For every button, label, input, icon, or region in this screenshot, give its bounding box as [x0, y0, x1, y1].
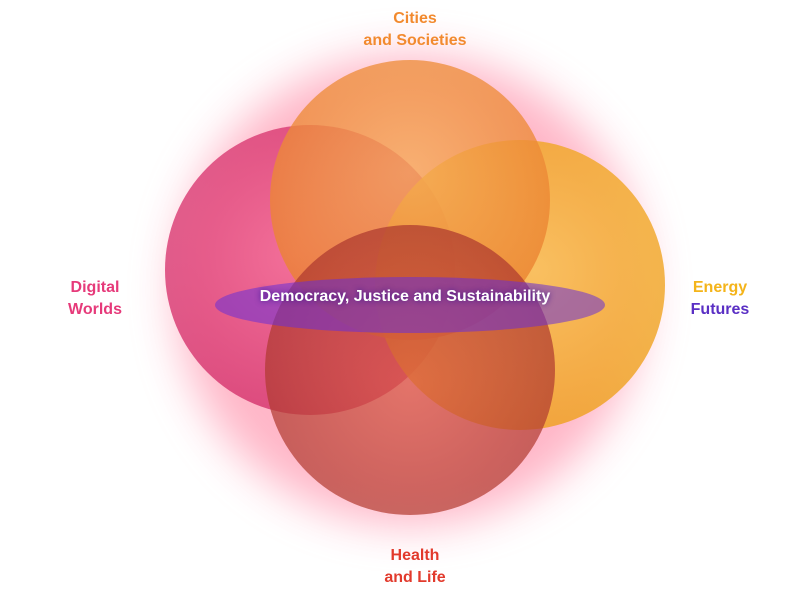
label-health-line2: and Life	[384, 569, 446, 586]
label-cities-line2: and Societies	[363, 32, 467, 49]
center-accent	[215, 277, 605, 333]
label-digital-worlds: Digital Worlds	[40, 277, 150, 321]
label-digital-line1: Digital	[70, 279, 120, 296]
label-cities-line1: Cities	[393, 10, 437, 27]
label-energy-line2: Futures	[690, 301, 750, 318]
label-digital-line2: Worlds	[68, 301, 122, 318]
label-energy-line1: Energy	[692, 279, 748, 296]
label-energy-futures: Energy Futures	[660, 277, 780, 321]
label-health-and-life: Health and Life	[330, 545, 500, 589]
label-health-line1: Health	[390, 547, 440, 564]
label-cities-and-societies: Cities and Societies	[330, 8, 500, 52]
circle-health-life	[265, 225, 555, 515]
center-label: Democracy, Justice and Sustainability	[259, 288, 551, 305]
